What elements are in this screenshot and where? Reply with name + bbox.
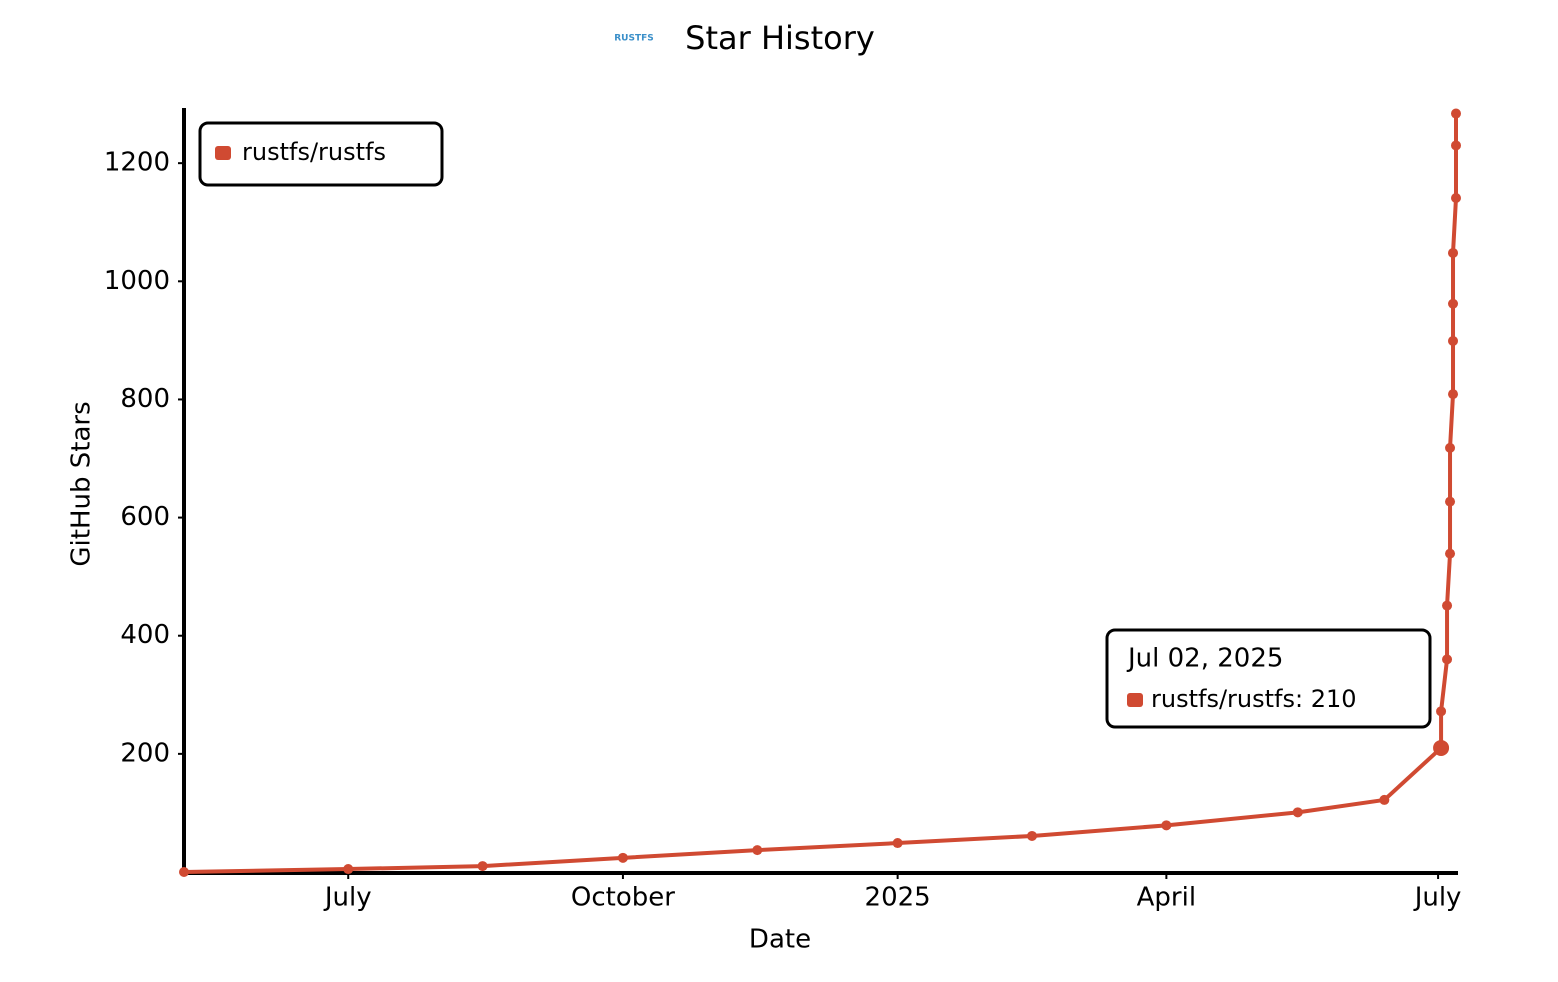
data-point [1292,807,1303,818]
tooltip-swatch [1127,693,1143,707]
y-tick-label: 600 [120,502,170,532]
data-point [1448,335,1459,346]
data-point [1027,830,1037,841]
y-tick-label: 400 [120,620,170,650]
data-point [1445,442,1456,453]
data-point [1445,548,1456,559]
data-point [1161,820,1172,831]
data-point [1448,298,1459,309]
tooltip-box [1105,628,1432,729]
tooltip-text: rustfs/rustfs: 210 [1151,685,1357,713]
data-point [752,845,763,856]
data-point [1442,600,1453,611]
x-tick-label: April [1137,883,1196,913]
data-point [1451,140,1461,151]
x-tick-label: July [1413,883,1462,913]
data-point [1442,654,1453,665]
x-tick-label: July [323,883,372,913]
y-tick-label: 1000 [104,266,170,296]
data-point [1436,706,1447,717]
y-tick-label: 200 [120,738,170,768]
y-tick-label: 800 [120,384,170,414]
series-line [183,113,1458,874]
data-point [477,861,488,872]
y-axis-label: GitHub Stars [67,401,97,566]
legend-swatch [215,146,231,160]
x-axis-label: Date [749,925,811,955]
tooltip: Jul 02, 2025 rustfs/rustfs: 210 [1105,628,1432,729]
data-point [617,852,628,863]
chart-title: Star History [685,19,875,57]
data-point [1451,108,1461,119]
x-tick-label: 2025 [865,883,931,913]
y-tick-label: 1200 [104,148,170,178]
data-point [1379,794,1390,805]
data-point [1433,739,1450,756]
x-tick-label: October [571,883,675,913]
legend-label: rustfs/rustfs [242,138,386,166]
data-point [1451,193,1461,204]
logo: RUSTFS [614,34,654,44]
data-point [343,864,354,875]
legend: rustfs/rustfs [198,121,444,187]
data-point [1445,496,1456,507]
legend-box [198,121,444,187]
data-point [1448,247,1459,258]
data-point [179,867,189,877]
data-point [892,838,903,849]
tooltip-title: Jul 02, 2025 [1126,644,1283,674]
data-point [1448,389,1459,400]
